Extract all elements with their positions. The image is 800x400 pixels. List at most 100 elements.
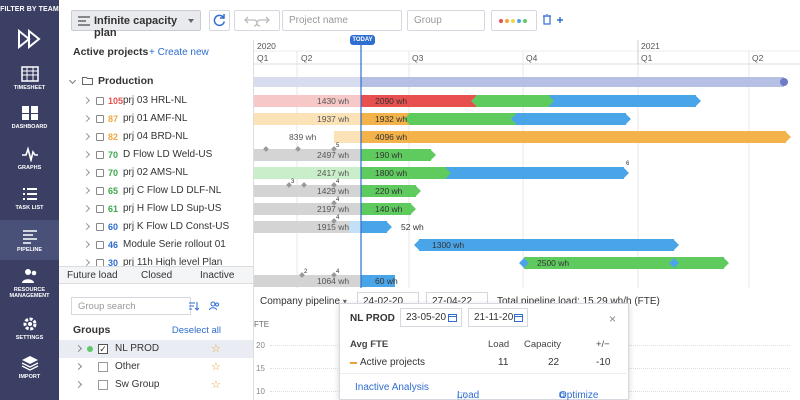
people-icon[interactable] (209, 301, 220, 311)
project-priority: 70 (108, 168, 119, 178)
folder-icon (82, 77, 93, 85)
row-active-projects: Active projects (360, 357, 426, 368)
graph-icon (21, 146, 38, 162)
inactive-analysis-link[interactable]: Inactive Analysis (355, 382, 429, 393)
color-filter[interactable] (491, 10, 537, 31)
project-row[interactable]: 46 Module Serie rollout 01 (59, 236, 253, 254)
bar-label: 1430 wh (317, 96, 349, 106)
project-priority: 82 (108, 132, 119, 142)
chevron-right-icon (82, 132, 91, 141)
clear-filter-icon[interactable] (543, 14, 565, 26)
milestone-marker (780, 78, 788, 86)
project-row[interactable]: 60 prj K Flow LD Const-US (59, 218, 253, 236)
group-name: Other (115, 361, 141, 372)
popup-group-name: NL PROD (350, 313, 395, 324)
project-priority: 70 (108, 150, 119, 160)
popup-date-from[interactable]: 23-05-20 (400, 308, 462, 327)
chevron-right-icon (74, 344, 83, 353)
milestone-marker (511, 114, 521, 124)
close-icon[interactable]: × (608, 312, 616, 326)
nav-label: SETTINGS (15, 335, 44, 341)
nav-timesheet[interactable]: TIMESHEET (0, 66, 59, 91)
group-checkbox[interactable] (98, 362, 108, 372)
past-bar (349, 221, 361, 233)
nav-import[interactable]: IMPORT (0, 355, 59, 380)
milestone-marker (331, 218, 337, 224)
groups-panel: Group search Groups Deselect all ✓ NL PR… (59, 288, 253, 400)
tabs: Future load Closed Inactive (59, 266, 253, 284)
past-bar (254, 149, 361, 161)
milestone-marker (331, 272, 337, 278)
year-label: 2020 (257, 41, 276, 51)
tab-future-load[interactable]: Future load (67, 270, 118, 281)
optimize-label: Optimize (559, 390, 599, 400)
project-row[interactable]: 65 prj C Flow LD DLF-NL (59, 182, 253, 200)
col-capacity: Capacity (524, 339, 561, 350)
filter-by-team-label[interactable]: FILTER BY TEAM (0, 6, 59, 13)
people-icon (21, 269, 36, 283)
past-bar (254, 221, 349, 233)
gear-icon (23, 317, 36, 331)
project-icon (96, 151, 104, 159)
nav-graphs[interactable]: GRAPHS (0, 146, 59, 171)
group-input[interactable]: Group (407, 10, 485, 31)
tab-closed[interactable]: Closed (141, 270, 173, 281)
chevron-right-icon (74, 380, 83, 389)
past-bar (254, 95, 361, 107)
popup-footer: Inactive Analysis Load Analysis ⓘ Optimi… (340, 373, 630, 400)
nav-task-list[interactable]: TASK LIST (0, 186, 59, 211)
bar-label: 2497 wh (317, 150, 349, 160)
undo-redo-icons (244, 16, 270, 27)
project-row[interactable]: 82 prj 04 BRD-NL (59, 128, 253, 146)
project-icon (96, 133, 104, 141)
active-projects-heading: Active projects (73, 46, 149, 58)
project-row[interactable]: 70 D Flow LD Weld-US (59, 146, 253, 164)
project-row[interactable]: 87 prj 01 AMF-NL (59, 110, 253, 128)
bar-label: 2090 wh (375, 96, 407, 106)
folder-row[interactable]: Production (59, 72, 253, 90)
group-row[interactable]: Sw Group ☆ (59, 376, 253, 394)
refresh-button[interactable] (209, 10, 230, 31)
future-bar (361, 149, 431, 161)
group-checkbox[interactable] (98, 380, 108, 390)
future-bar (361, 113, 409, 125)
marker-number: 4 (336, 197, 340, 203)
plan-select[interactable]: Infinite capacity plan (71, 10, 201, 39)
star-icon[interactable]: ☆ (211, 361, 221, 373)
project-icon (96, 241, 104, 249)
nav-dashboard[interactable]: DASHBOARD (0, 105, 59, 130)
milestone-marker (691, 96, 701, 106)
project-priority: 30 (108, 258, 119, 268)
future-bar (516, 113, 626, 125)
tab-inactive[interactable]: Inactive (200, 270, 235, 281)
popup-date-from-value: 23-05-20 (406, 312, 447, 323)
star-icon[interactable]: ☆ (211, 379, 221, 391)
nav-resource-management[interactable]: RESOURCE MANAGEMENT (0, 268, 59, 299)
deselect-all-link[interactable]: Deselect all (171, 325, 221, 336)
project-row[interactable]: 61 prj H Flow LD Sup-US (59, 200, 253, 218)
company-pipeline-select[interactable]: Company pipeline ▾ (260, 296, 347, 307)
project-row[interactable]: 70 prj 02 AMS-NL (59, 164, 253, 182)
popup-date-to[interactable]: 21-11-20 (468, 308, 528, 327)
groups-heading: Groups (73, 324, 111, 336)
group-checkbox[interactable]: ✓ (98, 344, 108, 354)
star-icon[interactable]: ☆ (211, 343, 221, 355)
group-row[interactable]: ✓ NL PROD ☆ (59, 340, 253, 358)
milestone-marker (621, 114, 631, 124)
milestone-marker (406, 204, 416, 214)
sort-icon[interactable] (189, 302, 199, 311)
group-row[interactable]: Other ☆ (59, 358, 253, 376)
calendar-icon (448, 314, 457, 322)
create-new-link[interactable]: + Create new (149, 47, 209, 58)
group-search-input[interactable]: Group search (71, 297, 191, 315)
chevron-down-icon (188, 19, 194, 23)
project-name: prj 03 HRL-NL (123, 95, 187, 106)
nav-pipeline[interactable]: PIPELINE (0, 220, 59, 260)
milestone-marker (536, 132, 546, 142)
expand-icon[interactable] (16, 28, 42, 50)
project-row[interactable]: 105 prj 03 HRL-NL (59, 92, 253, 110)
nav-label: TIMESHEET (13, 85, 46, 91)
project-name-input[interactable]: Project name (282, 10, 402, 31)
chevron-right-icon (74, 362, 83, 371)
nav-settings[interactable]: SETTINGS (0, 316, 59, 341)
